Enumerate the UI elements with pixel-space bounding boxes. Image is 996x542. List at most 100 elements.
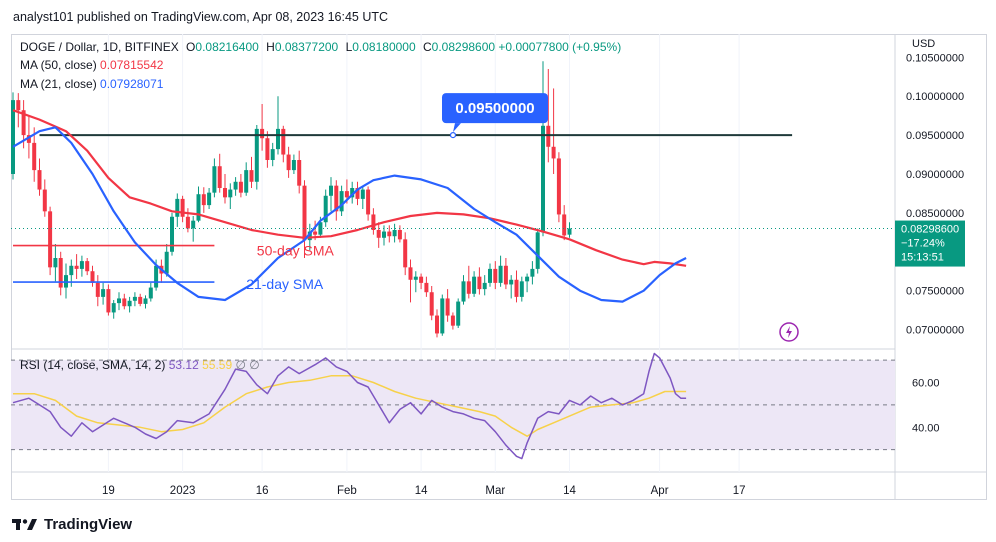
lightning-icon[interactable] <box>779 322 799 342</box>
candle-body[interactable] <box>466 281 471 294</box>
candle-body[interactable] <box>11 100 15 174</box>
candle-body[interactable] <box>244 170 249 193</box>
candle-body[interactable] <box>562 214 567 236</box>
candle-body[interactable] <box>207 192 212 206</box>
candle-body[interactable] <box>530 268 535 277</box>
candle-body[interactable] <box>366 189 371 215</box>
candle-body[interactable] <box>53 258 58 268</box>
candle-body[interactable] <box>408 267 413 280</box>
candle-body[interactable] <box>360 189 365 199</box>
candle-body[interactable] <box>276 128 280 150</box>
candle-body[interactable] <box>16 100 21 111</box>
candle-body[interactable] <box>79 261 84 269</box>
candle-body[interactable] <box>403 239 408 268</box>
sma50-line[interactable] <box>12 109 687 267</box>
candle-body[interactable] <box>95 282 100 297</box>
candle-body[interactable] <box>397 230 402 240</box>
candle-body[interactable] <box>69 265 74 276</box>
candle-body[interactable] <box>281 128 286 155</box>
candle-body[interactable] <box>175 198 180 217</box>
candle-body[interactable] <box>228 189 233 198</box>
candle-body[interactable] <box>339 191 344 212</box>
candle-body[interactable] <box>212 166 217 193</box>
candle-body[interactable] <box>472 276 477 294</box>
candle-body[interactable] <box>313 231 318 235</box>
candle-body[interactable] <box>387 231 392 237</box>
ma21-legend[interactable]: MA (21, close) 0.07928071 <box>20 77 163 91</box>
candle-body[interactable] <box>260 128 265 139</box>
footer-brand[interactable]: TradingView <box>44 515 133 533</box>
candle-body[interactable] <box>525 276 530 282</box>
candle-body[interactable] <box>461 281 466 302</box>
candle-body[interactable] <box>297 160 302 186</box>
candle-body[interactable] <box>117 298 121 304</box>
candle-body[interactable] <box>143 298 148 304</box>
candle-body[interactable] <box>191 220 196 229</box>
candle-body[interactable] <box>318 222 323 235</box>
candle-body[interactable] <box>488 268 492 283</box>
candle-body[interactable] <box>440 298 445 334</box>
candle-body[interactable] <box>85 261 90 272</box>
callout-box[interactable] <box>442 93 548 124</box>
candle-body[interactable] <box>291 160 296 171</box>
candle-body[interactable] <box>519 281 524 297</box>
candle-body[interactable] <box>493 268 498 283</box>
candle-body[interactable] <box>48 211 53 268</box>
candle-body[interactable] <box>429 292 434 316</box>
candle-body[interactable] <box>424 282 429 293</box>
candle-body[interactable] <box>90 271 95 283</box>
candle-body[interactable] <box>376 230 381 238</box>
candle-body[interactable] <box>350 188 355 198</box>
candle-body[interactable] <box>26 135 31 143</box>
candle-body[interactable] <box>541 125 545 233</box>
candle-body[interactable] <box>101 289 106 297</box>
candle-body[interactable] <box>514 279 519 297</box>
candle-body[interactable] <box>106 289 111 313</box>
candle-body[interactable] <box>127 300 132 307</box>
symbol-label[interactable]: DOGE / Dollar, 1D, BITFINEX <box>20 40 179 54</box>
candle-body[interactable] <box>551 146 556 159</box>
candle-body[interactable] <box>456 301 461 326</box>
rsi-legend[interactable]: RSI (14, close, SMA, 14, 2) 53.12 55.59 … <box>20 358 260 372</box>
candle-body[interactable] <box>21 110 26 136</box>
candle-body[interactable] <box>265 138 270 160</box>
candle-body[interactable] <box>185 216 190 229</box>
candle-body[interactable] <box>122 298 127 307</box>
candle-body[interactable] <box>392 230 397 237</box>
candle-body[interactable] <box>355 188 360 199</box>
candle-body[interactable] <box>334 185 339 212</box>
candle-body[interactable] <box>535 232 540 269</box>
candle-body[interactable] <box>445 298 450 316</box>
candle-body[interactable] <box>238 181 243 193</box>
candle-body[interactable] <box>435 315 439 334</box>
candle-body[interactable] <box>37 170 42 190</box>
candle-body[interactable] <box>233 181 238 190</box>
candle-body[interactable] <box>413 276 418 280</box>
candle-body[interactable] <box>344 191 349 198</box>
candle-body[interactable] <box>196 194 201 221</box>
candle-body[interactable] <box>556 158 561 215</box>
current-price-tag[interactable] <box>895 220 965 267</box>
candle-body[interactable] <box>180 198 185 217</box>
candle-body[interactable] <box>450 315 455 326</box>
candle-body[interactable] <box>307 231 312 241</box>
candle-body[interactable] <box>138 296 143 304</box>
candle-body[interactable] <box>371 214 376 230</box>
candle-body[interactable] <box>509 279 514 285</box>
candle-body[interactable] <box>58 258 63 288</box>
candle-body[interactable] <box>482 282 487 290</box>
rsi-line[interactable] <box>12 352 687 460</box>
candle-body[interactable] <box>329 185 333 196</box>
candle-body[interactable] <box>302 185 307 241</box>
ma50-legend[interactable]: MA (50, close) 0.07815542 <box>20 58 163 72</box>
rsi-sma-line[interactable] <box>13 375 687 437</box>
candle-body[interactable] <box>217 166 222 188</box>
candle-body[interactable] <box>32 142 37 171</box>
candle-body[interactable] <box>254 128 259 182</box>
candle-body[interactable] <box>498 265 503 283</box>
candle-body[interactable] <box>249 170 254 182</box>
candle-body[interactable] <box>74 265 79 269</box>
candle-body[interactable] <box>148 287 153 299</box>
candle-body[interactable] <box>132 296 137 301</box>
